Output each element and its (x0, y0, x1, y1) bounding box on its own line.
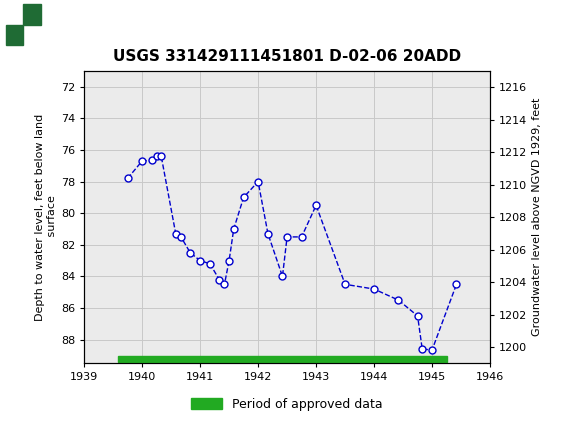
Y-axis label: Groundwater level above NGVD 1929, feet: Groundwater level above NGVD 1929, feet (531, 98, 542, 336)
Bar (118, 356, 447, 362)
Y-axis label: Depth to water level, feet below land
 surface: Depth to water level, feet below land su… (35, 114, 57, 321)
Bar (6, 25, 23, 46)
Bar (9, 25, 23, 42)
Bar (23, 25, 38, 42)
Bar (9, 7, 23, 25)
Bar (23, 7, 38, 25)
Bar (23, 25, 41, 46)
Bar (23, 4, 41, 25)
Text: USGS: USGS (49, 16, 104, 34)
Bar (7, 5, 39, 45)
Bar (6, 4, 23, 25)
Legend: Period of approved data: Period of approved data (191, 398, 383, 411)
Title: USGS 331429111451801 D-02-06 20ADD: USGS 331429111451801 D-02-06 20ADD (113, 49, 461, 64)
Bar (6, 4, 41, 46)
